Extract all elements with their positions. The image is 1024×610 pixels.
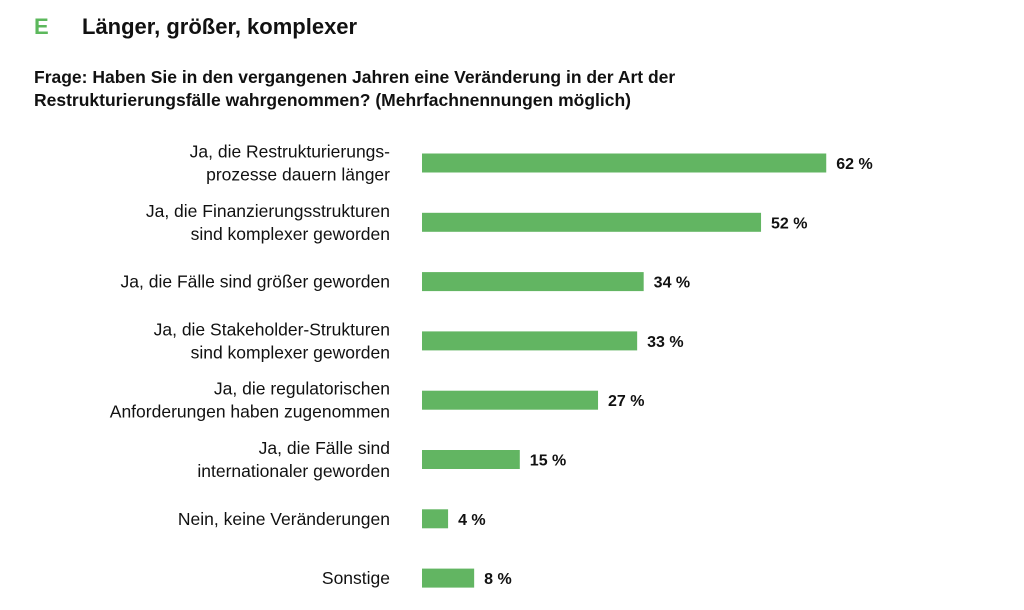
category-label: Ja, die Restrukturierungs- [190, 142, 391, 162]
bar [422, 390, 599, 410]
category-label: internationaler geworden [197, 461, 390, 481]
bar-row: 62 % Ja, die Restrukturierungs-prozesse d… [190, 142, 873, 185]
category-label: Ja, die Fälle sind [259, 438, 390, 458]
question-text: Frage: Haben Sie in den vergangenen Jahr… [34, 66, 834, 112]
data-label: 52 % [771, 215, 807, 232]
category-label: Ja, die regulatorischen [214, 379, 390, 399]
data-label: 62 % [836, 156, 872, 173]
data-label: 4 % [458, 512, 486, 529]
bar-row: 27 % Ja, die regulatorischen Anforderungen… [110, 379, 645, 422]
section-letter: E [34, 14, 49, 39]
data-label: 8 % [484, 571, 512, 588]
bar [422, 212, 762, 232]
bar-row: 34 % Ja, die Fälle sind größer geworden [121, 272, 691, 292]
category-label: Nein, keine Veränderungen [178, 509, 390, 529]
category-label: Anforderungen haben zugenommen [110, 402, 390, 422]
bar-row: 52 % Ja, die Finanzierungsstrukturen sind … [146, 201, 808, 244]
bar [422, 331, 638, 351]
category-label: Sonstige [322, 568, 390, 588]
category-label: sind komplexer geworden [191, 224, 390, 244]
data-label: 34 % [654, 275, 690, 292]
chart-header: E Länger, größer, komplexer [34, 14, 357, 40]
data-label: 15 % [530, 453, 566, 470]
category-label: Ja, die Finanzierungsstrukturen [146, 201, 390, 221]
bar [422, 509, 449, 529]
bar-row: 8 % Sonstige [322, 568, 512, 588]
bar [422, 272, 644, 292]
category-label: sind komplexer geworden [191, 342, 390, 362]
category-label: Ja, die Fälle sind größer geworden [121, 272, 390, 292]
data-label: 33 % [647, 334, 683, 351]
category-label: prozesse dauern länger [206, 165, 390, 185]
bar-row: 4 % Nein, keine Veränderungen [178, 509, 486, 529]
bar-row: 33 % Ja, die Stakeholder-Strukturen sind k… [154, 319, 684, 362]
bar [422, 153, 827, 173]
category-label: Ja, die Stakeholder-Strukturen [154, 319, 390, 339]
bar-row: 15 % Ja, die Fälle sind internationaler ge… [197, 438, 566, 481]
bar [422, 450, 520, 469]
question-line-1: Frage: Haben Sie in den vergangenen Jahr… [34, 67, 676, 87]
bar [422, 568, 475, 588]
chart-title: Länger, größer, komplexer [82, 14, 358, 39]
question-line-2: Restrukturierungsfälle wahrgenommen? (Me… [34, 90, 632, 110]
data-label: 27 % [608, 393, 644, 410]
